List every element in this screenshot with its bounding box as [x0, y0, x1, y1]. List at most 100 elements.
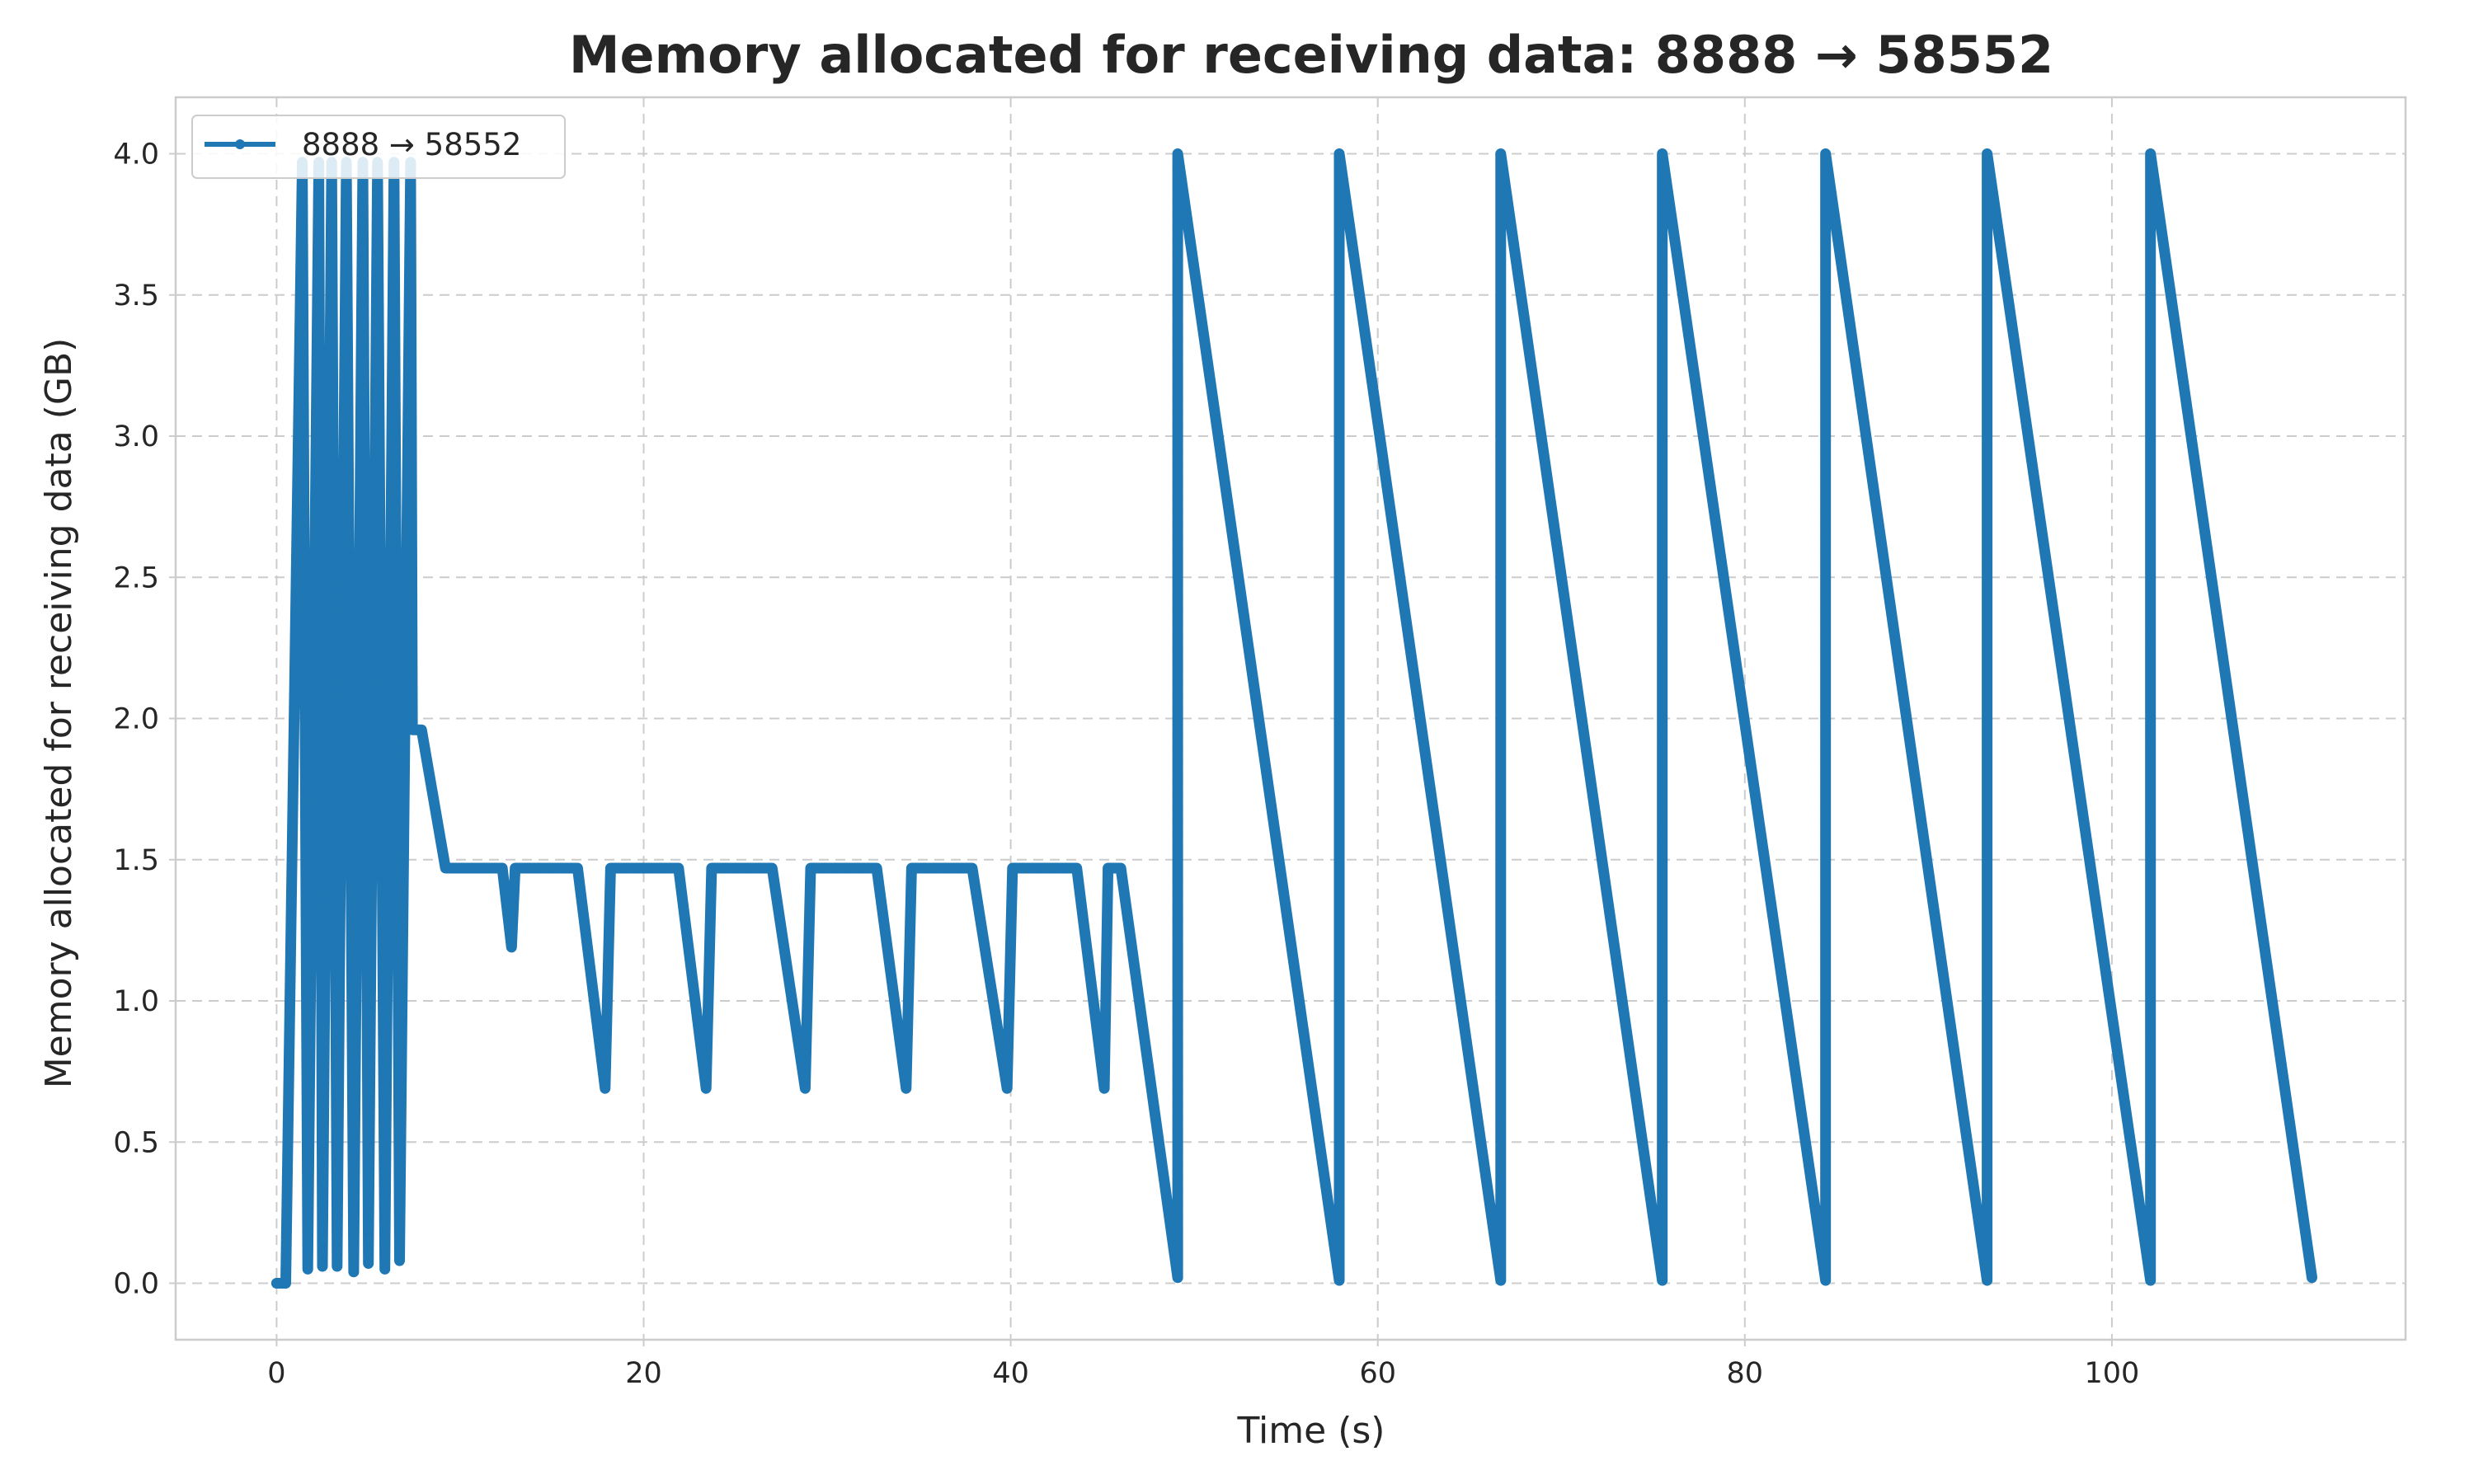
data-point	[1657, 879, 1667, 890]
data-point	[1173, 1247, 1183, 1258]
data-point	[1173, 482, 1183, 492]
data-point	[1495, 1040, 1506, 1050]
data-point	[1947, 1031, 1957, 1040]
data-point	[327, 194, 337, 204]
data-point	[2095, 932, 2106, 943]
data-point	[2145, 829, 2156, 840]
data-point	[329, 653, 340, 664]
data-point	[350, 1069, 360, 1080]
data-point	[392, 725, 402, 735]
data-point	[1495, 990, 1506, 1001]
data-point	[317, 1236, 328, 1247]
data-point	[322, 727, 332, 738]
data-point	[321, 864, 331, 875]
data-point	[1209, 406, 1220, 416]
data-point	[1173, 334, 1183, 345]
data-point	[1148, 1099, 1159, 1109]
data-point	[303, 1178, 314, 1188]
data-point	[1657, 1015, 1667, 1026]
data-point	[2145, 842, 2156, 852]
data-point	[1657, 458, 1667, 468]
data-point	[365, 1060, 375, 1071]
data-point	[280, 1278, 291, 1289]
data-point	[967, 863, 977, 873]
data-point	[286, 884, 297, 895]
data-point	[1173, 642, 1183, 653]
data-point	[1820, 508, 1831, 518]
data-point	[389, 206, 400, 217]
data-point	[901, 1046, 912, 1057]
data-point	[314, 442, 325, 453]
data-point	[1657, 755, 1667, 766]
data-point	[327, 368, 338, 378]
data-point	[383, 871, 393, 881]
data-point	[1820, 1189, 1831, 1199]
data-point	[2117, 1079, 2128, 1090]
data-point	[380, 1166, 391, 1176]
data-point	[1495, 780, 1506, 791]
data-point	[334, 988, 345, 998]
data-point	[1657, 420, 1667, 431]
data-point	[317, 1199, 328, 1209]
data-point	[1657, 669, 1667, 679]
data-point	[1587, 785, 1597, 796]
data-point	[1099, 1059, 1110, 1069]
data-point	[328, 591, 339, 602]
data-point	[1495, 1263, 1506, 1274]
data-point	[2085, 859, 2095, 869]
data-point	[880, 924, 890, 935]
data-point	[1657, 1027, 1667, 1038]
data-point	[1334, 1263, 1344, 1274]
data-point	[685, 960, 696, 971]
data-point	[1952, 1067, 1963, 1078]
data-point	[1173, 223, 1183, 233]
data-point	[381, 1079, 392, 1090]
data-point	[2170, 319, 2180, 330]
data-point	[1973, 1214, 1983, 1224]
data-point	[2111, 1042, 2122, 1053]
data-point	[382, 1006, 393, 1017]
data-point	[390, 441, 401, 452]
data-point	[474, 863, 485, 873]
data-point	[1334, 607, 1344, 618]
data-point	[332, 1162, 343, 1172]
data-point	[1982, 1238, 1992, 1248]
data-point	[2261, 955, 2272, 965]
data-point	[320, 913, 331, 924]
data-point	[1479, 1165, 1490, 1176]
data-point	[285, 1007, 295, 1017]
data-point	[297, 194, 308, 204]
data-point	[320, 876, 331, 887]
data-point	[1657, 383, 1667, 394]
data-point	[605, 863, 616, 873]
data-point	[288, 797, 299, 808]
data-point	[1856, 393, 1866, 404]
data-point	[392, 737, 402, 748]
data-point	[1495, 1101, 1506, 1112]
data-point	[353, 724, 364, 735]
data-point	[407, 502, 417, 513]
data-point	[1982, 681, 1992, 692]
data-point	[1694, 406, 1705, 416]
data-point	[1657, 483, 1667, 493]
data-point	[1820, 1015, 1831, 1026]
data-point	[1820, 1126, 1831, 1137]
data-point	[1020, 863, 1031, 873]
data-point	[314, 318, 325, 329]
data-point	[1910, 773, 1921, 784]
data-point	[1495, 669, 1506, 679]
data-point	[425, 775, 435, 786]
data-point	[1334, 1101, 1344, 1112]
data-point	[1982, 669, 1992, 679]
data-point	[2302, 1236, 2312, 1247]
data-point	[351, 872, 362, 883]
data-point	[318, 1162, 328, 1172]
data-point	[1078, 912, 1089, 923]
data-point	[2077, 810, 2088, 820]
data-point	[1747, 773, 1758, 784]
data-point	[2145, 743, 2156, 754]
data-point	[314, 256, 324, 267]
data-point	[1588, 797, 1599, 808]
data-point	[1460, 1031, 1471, 1040]
data-point	[1657, 953, 1667, 964]
